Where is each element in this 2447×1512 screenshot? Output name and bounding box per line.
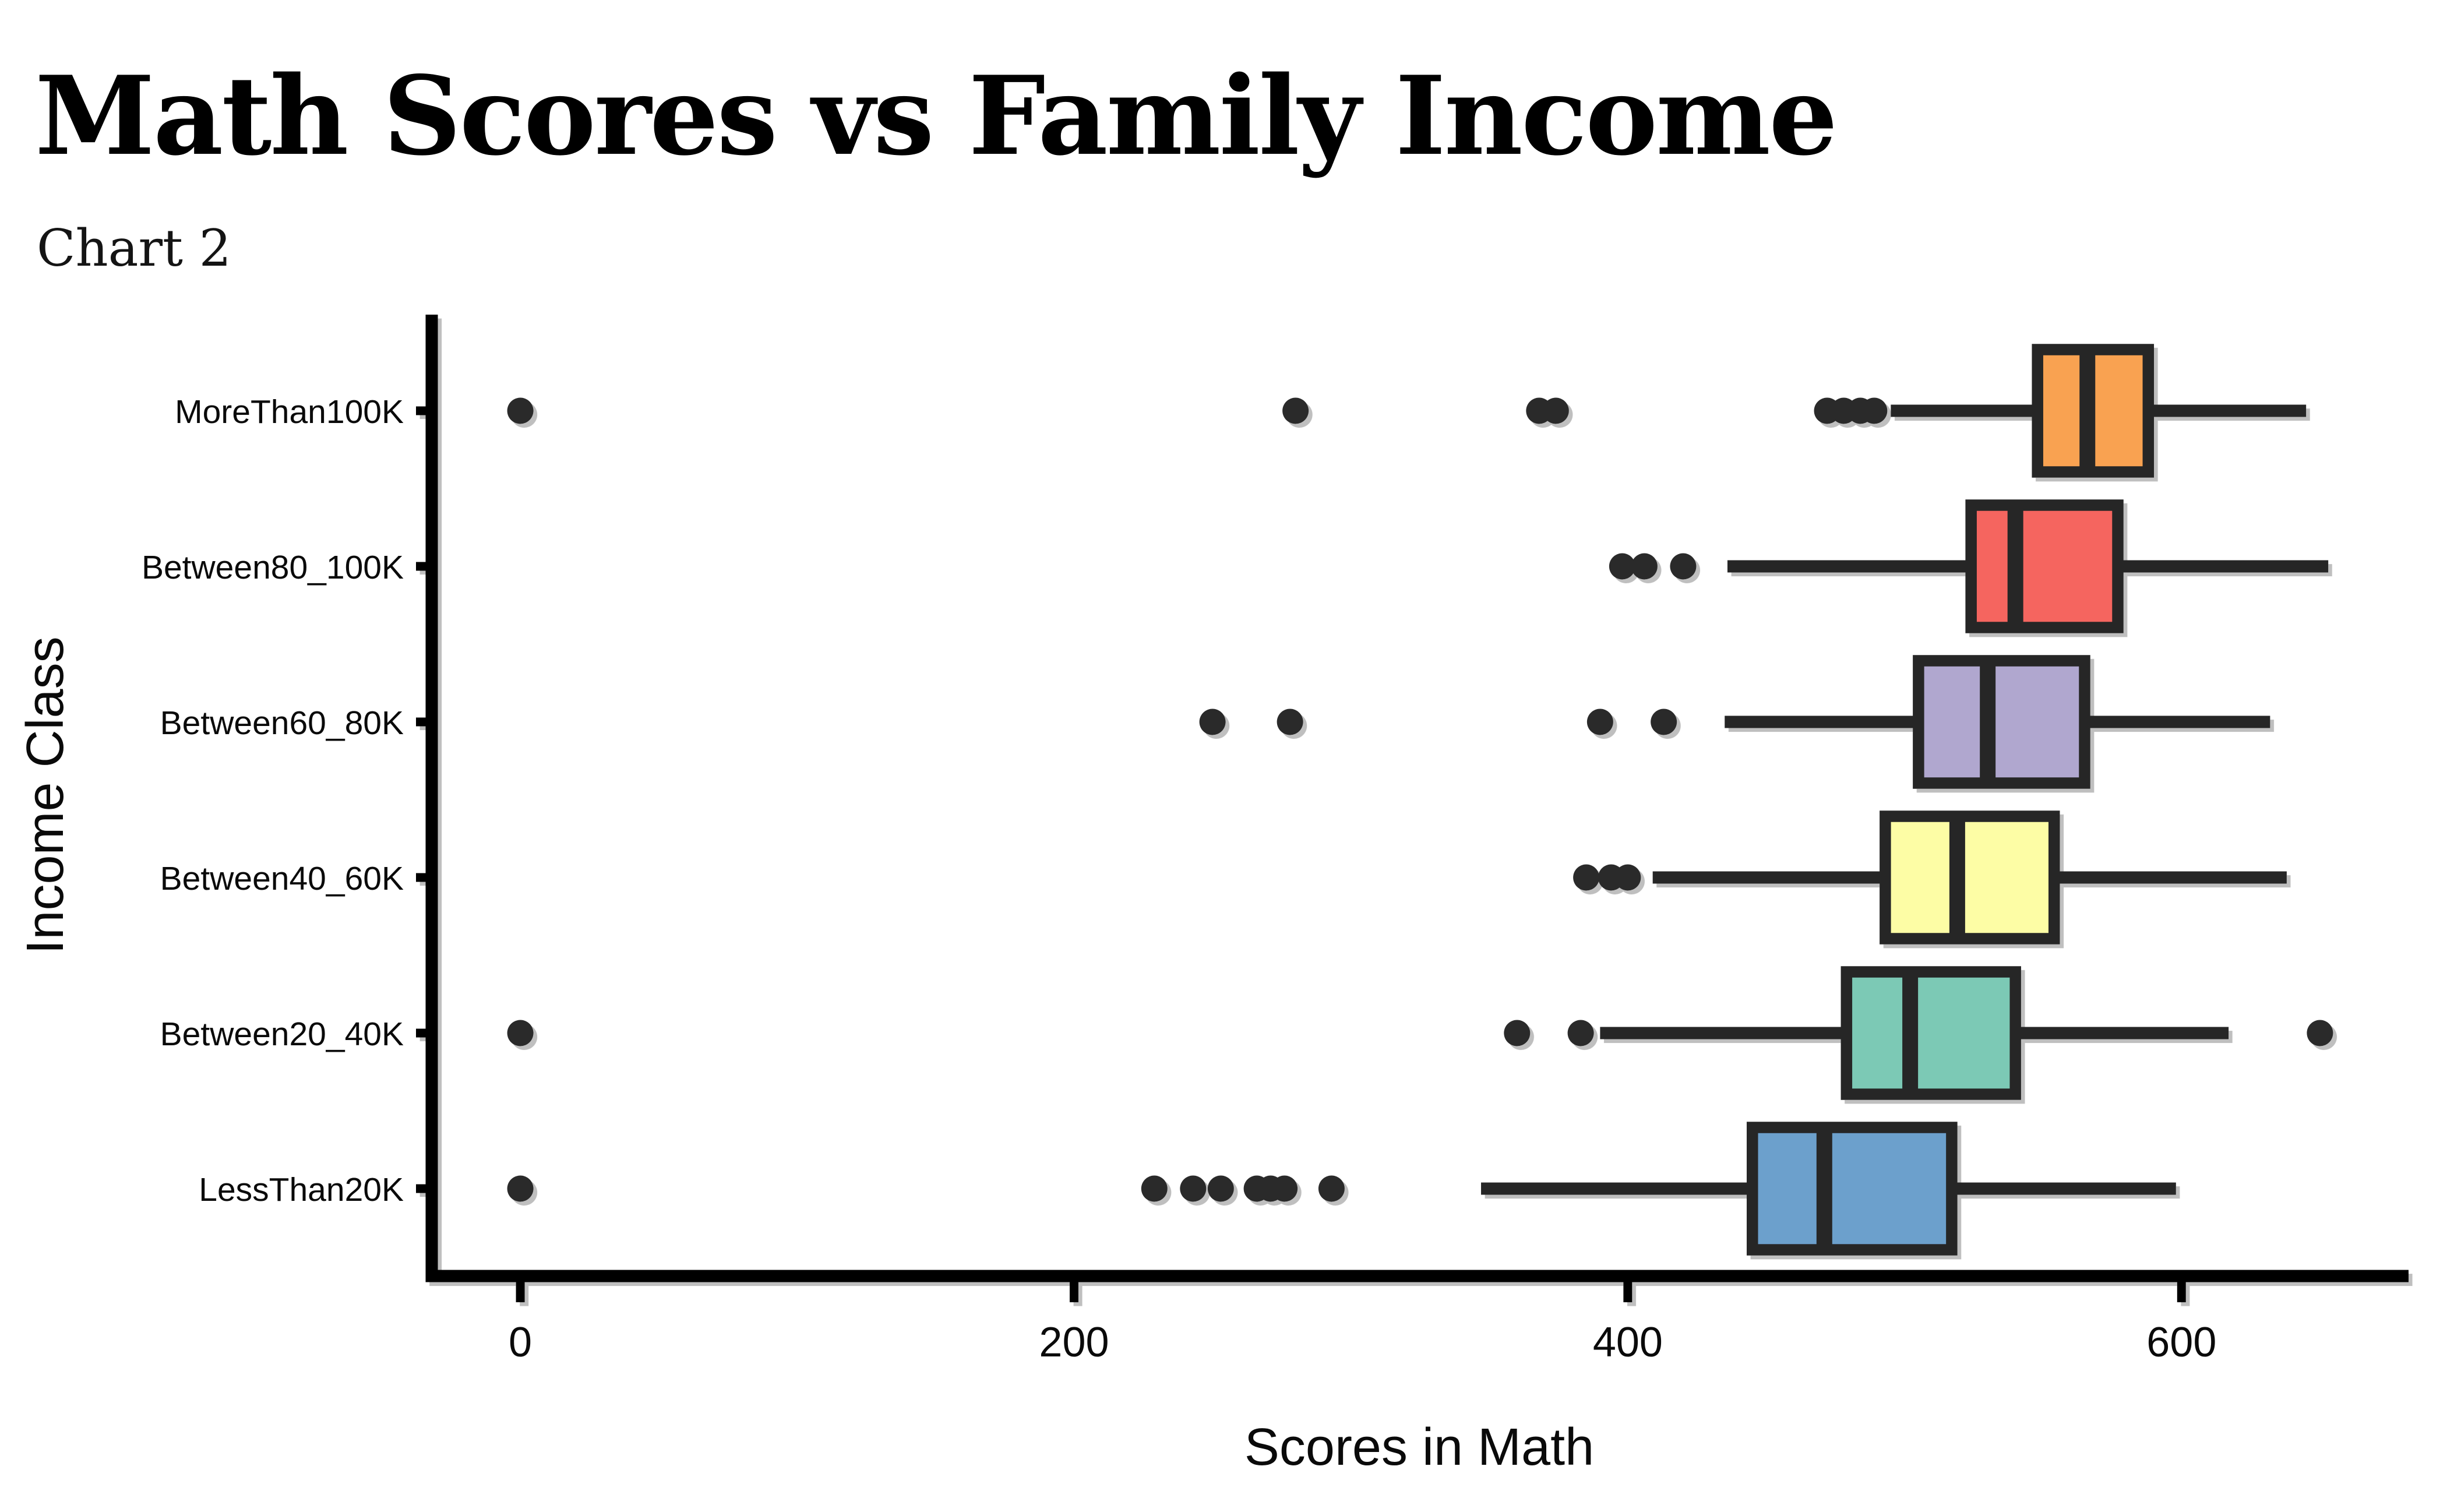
box-Between60_80K — [1913, 655, 2090, 789]
x-tick-label: 0 — [509, 1319, 532, 1366]
outlier-dot — [1180, 1175, 1207, 1202]
x-axis-title: Scores in Math — [1244, 1418, 1594, 1476]
outlier-dot — [507, 1020, 534, 1046]
outlier-dot — [1651, 709, 1677, 735]
median-line — [2007, 510, 2023, 622]
outlier-dot — [2307, 1020, 2333, 1046]
box-Between40_60K — [1880, 810, 2060, 944]
box-Between20_40K — [1840, 966, 2021, 1100]
median-line — [2079, 355, 2096, 467]
box-LessThan20K — [1747, 1122, 1958, 1256]
outlier-dot — [1567, 1020, 1594, 1046]
outlier-dot — [1207, 1175, 1234, 1202]
category-label: Between20_40K — [160, 1016, 404, 1053]
median-line — [1980, 666, 1996, 778]
outlier-dot — [1670, 553, 1697, 580]
outlier-dot — [507, 1175, 534, 1202]
y-axis-title: Income Class — [16, 636, 75, 954]
outlier-dot — [1199, 709, 1226, 735]
median-line — [1949, 822, 1965, 933]
x-tick-label: 600 — [2146, 1319, 2216, 1366]
median-line — [1902, 977, 1919, 1089]
outlier-dot — [1504, 1020, 1531, 1046]
category-label: LessThan20K — [199, 1171, 404, 1208]
plot-area: 0 200 400 600 MoreThan100K Between80_100K Betw… — [142, 315, 2409, 1366]
outlier-dot — [1614, 864, 1641, 891]
outlier-dot — [1609, 553, 1635, 580]
outlier-dot — [1586, 709, 1613, 735]
outlier-dot — [1271, 1175, 1298, 1202]
chart-subtitle: Chart 2 — [37, 218, 231, 278]
x-tick-label: 200 — [1039, 1319, 1109, 1366]
outlier-dot — [507, 397, 534, 424]
chart-marks — [416, 315, 2409, 1302]
outlier-dot — [1861, 397, 1888, 424]
median-line — [1816, 1133, 1832, 1245]
category-label: MoreThan100K — [175, 393, 404, 431]
category-label: Between80_100K — [142, 549, 404, 586]
outlier-dot — [1318, 1175, 1345, 1202]
outlier-dot — [1141, 1175, 1168, 1202]
outlier-dot — [1277, 709, 1303, 735]
outlier-dot — [1573, 864, 1600, 891]
chart-title: Math Scores vs Family Income — [35, 52, 1836, 179]
category-label: Between60_80K — [160, 704, 404, 742]
outlier-dot — [1282, 397, 1309, 424]
box-Between80_100K — [1965, 499, 2124, 633]
x-tick-label: 400 — [1593, 1319, 1663, 1366]
outlier-dot — [1542, 397, 1569, 424]
category-label: Between40_60K — [160, 860, 404, 897]
outlier-dot — [1631, 553, 1658, 580]
